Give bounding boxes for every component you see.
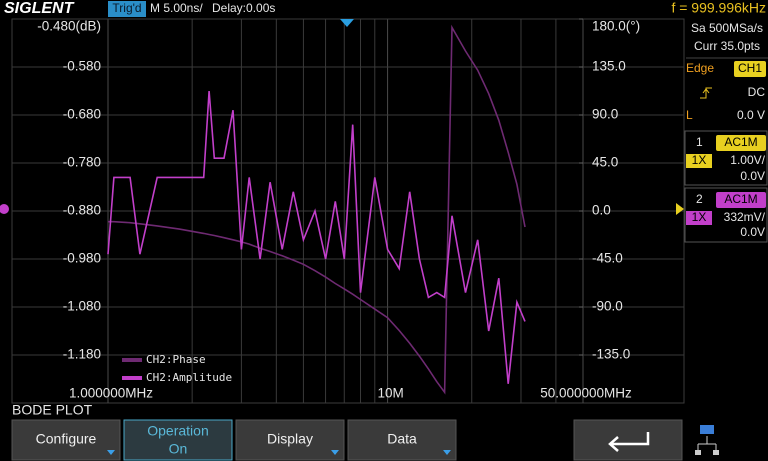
y2-tick-label: 45.0 <box>592 155 618 170</box>
channel2-scale: 332mV/ <box>724 210 766 224</box>
channel1-probe: 1X <box>692 153 707 167</box>
x-tick-label: 10M <box>377 386 403 401</box>
softkey-label[interactable]: Data <box>387 431 417 447</box>
icon-part <box>713 450 719 455</box>
mode-title: BODE PLOT <box>12 402 93 418</box>
softkey-bg[interactable] <box>235 419 345 461</box>
softkey[interactable]: Display <box>235 419 345 461</box>
y2-tick-label: 180.0(°) <box>592 19 640 34</box>
legend-label: CH2:Phase <box>146 353 206 366</box>
trigger-status: Trig'd <box>112 1 141 15</box>
channel2-offset: 0.0V <box>740 225 765 239</box>
softkey-arrow <box>443 450 451 455</box>
back-icon <box>608 432 650 452</box>
series-line <box>107 90 526 384</box>
softkey[interactable]: Operation On <box>123 419 233 461</box>
back-button-bg[interactable] <box>573 419 683 461</box>
current-points: Curr 35.0pts <box>694 39 760 53</box>
trigger-type: Edge <box>686 61 714 75</box>
channel1-coupling: AC1M <box>724 135 757 149</box>
plot: 1.000000MHz 10M 50.000000MHz -0.480(dB) -0.5… <box>12 18 684 403</box>
softkey[interactable]: Configure <box>11 419 121 461</box>
legend-swatch <box>122 358 142 362</box>
channel1-probe-badge <box>686 154 712 168</box>
channel2-box <box>684 187 768 243</box>
y2-tick-label: -45.0 <box>592 251 623 266</box>
trigger-level: 0.0 V <box>737 108 765 122</box>
trigger-level-marker <box>676 203 684 215</box>
sample-rate: Sa 500MSa/s <box>691 21 763 35</box>
y-tick-label: -0.480(dB) <box>37 19 101 34</box>
series-line <box>108 24 526 395</box>
side-panel: Sa 500MSa/s Curr 35.0pts Edge CH1 DC L 0… <box>684 21 768 243</box>
channel2-probe: 1X <box>692 210 707 224</box>
channel1-scale: 1.00V/ <box>730 153 765 167</box>
timebase: M 5.00ns/ <box>150 1 203 15</box>
channel2-coupling-badge <box>716 192 766 208</box>
y2-tick-label: 0.0 <box>592 203 611 218</box>
softkey-arrow <box>107 450 115 455</box>
channel2-coupling: AC1M <box>724 192 757 206</box>
channel1-box <box>684 130 768 186</box>
back-button[interactable] <box>573 419 683 461</box>
trigger-source-badge <box>734 61 766 77</box>
y2-tick-label: -90.0 <box>592 299 623 314</box>
y-tick-label: -1.180 <box>63 347 101 362</box>
softkey-bg[interactable] <box>123 419 233 461</box>
icon-part <box>697 436 717 450</box>
trigger-coupling: DC <box>748 85 766 99</box>
delay: Delay:0.00s <box>212 1 275 15</box>
y2-tick-label: -135.0 <box>592 347 630 362</box>
network-icon <box>695 425 719 455</box>
channel1-offset: 0.0V <box>740 169 765 183</box>
y2-tick-label: 135.0 <box>592 59 626 74</box>
legend-label: CH2:Amplitude <box>146 371 232 384</box>
frequency: f = 999.996kHz <box>671 0 766 16</box>
channel2-probe-badge <box>686 211 712 225</box>
y-tick-label: -0.780 <box>63 155 101 170</box>
x-tick-label: 1.000000MHz <box>69 386 153 401</box>
trigger-source: CH1 <box>738 61 762 75</box>
edge-icon <box>700 87 712 99</box>
trigger-badge <box>108 1 146 17</box>
softkey-label[interactable]: Display <box>267 431 313 447</box>
y-tick-label: -0.880 <box>63 203 101 218</box>
trigger-position-marker <box>340 19 354 27</box>
softkey-bg[interactable] <box>347 419 457 461</box>
channel1-coupling-badge <box>716 135 766 151</box>
legend-swatch <box>122 376 142 380</box>
softkey-arrow <box>331 450 339 455</box>
y-tick-label: -0.980 <box>63 251 101 266</box>
level-label: L <box>686 108 693 122</box>
softkey[interactable]: Data <box>347 419 457 461</box>
y-tick-label: -0.680 <box>63 107 101 122</box>
softkey-label[interactable]: Operation <box>147 423 208 439</box>
channel2-marker <box>0 204 9 214</box>
icon-part <box>695 450 701 455</box>
y-tick-label: -0.580 <box>63 59 101 74</box>
softkey-state[interactable]: On <box>169 441 188 457</box>
icon-part <box>700 425 714 434</box>
channel1-number: 1 <box>696 135 703 149</box>
y2-tick-label: 90.0 <box>592 107 618 122</box>
y-tick-label: -1.080 <box>63 299 101 314</box>
x-tick-label: 50.000000MHz <box>540 386 632 401</box>
channel2-number: 2 <box>696 192 703 206</box>
softkey-bg[interactable] <box>11 419 121 461</box>
brand: SIGLENT <box>4 0 75 17</box>
softkey-label[interactable]: Configure <box>36 431 97 447</box>
